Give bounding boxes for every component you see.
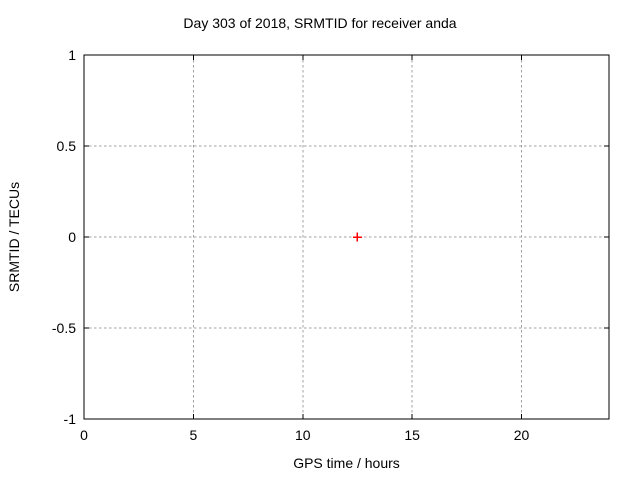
x-tick-label: 20 (514, 427, 530, 443)
x-tick-label: 10 (295, 427, 311, 443)
x-tick-label: 15 (404, 427, 420, 443)
y-tick-label: 0 (68, 229, 76, 245)
y-tick-label: 0.5 (57, 138, 77, 154)
plot-area-border (83, 54, 610, 420)
chart-title: Day 303 of 2018, SRMTID for receiver and… (183, 15, 457, 31)
y-tick-label: -0.5 (52, 320, 76, 336)
y-tick-label: -1 (64, 411, 77, 427)
x-tick-label: 5 (189, 427, 197, 443)
x-tick-label: 0 (80, 427, 88, 443)
x-axis-label: GPS time / hours (293, 455, 400, 471)
y-tick-label: 1 (68, 47, 76, 63)
